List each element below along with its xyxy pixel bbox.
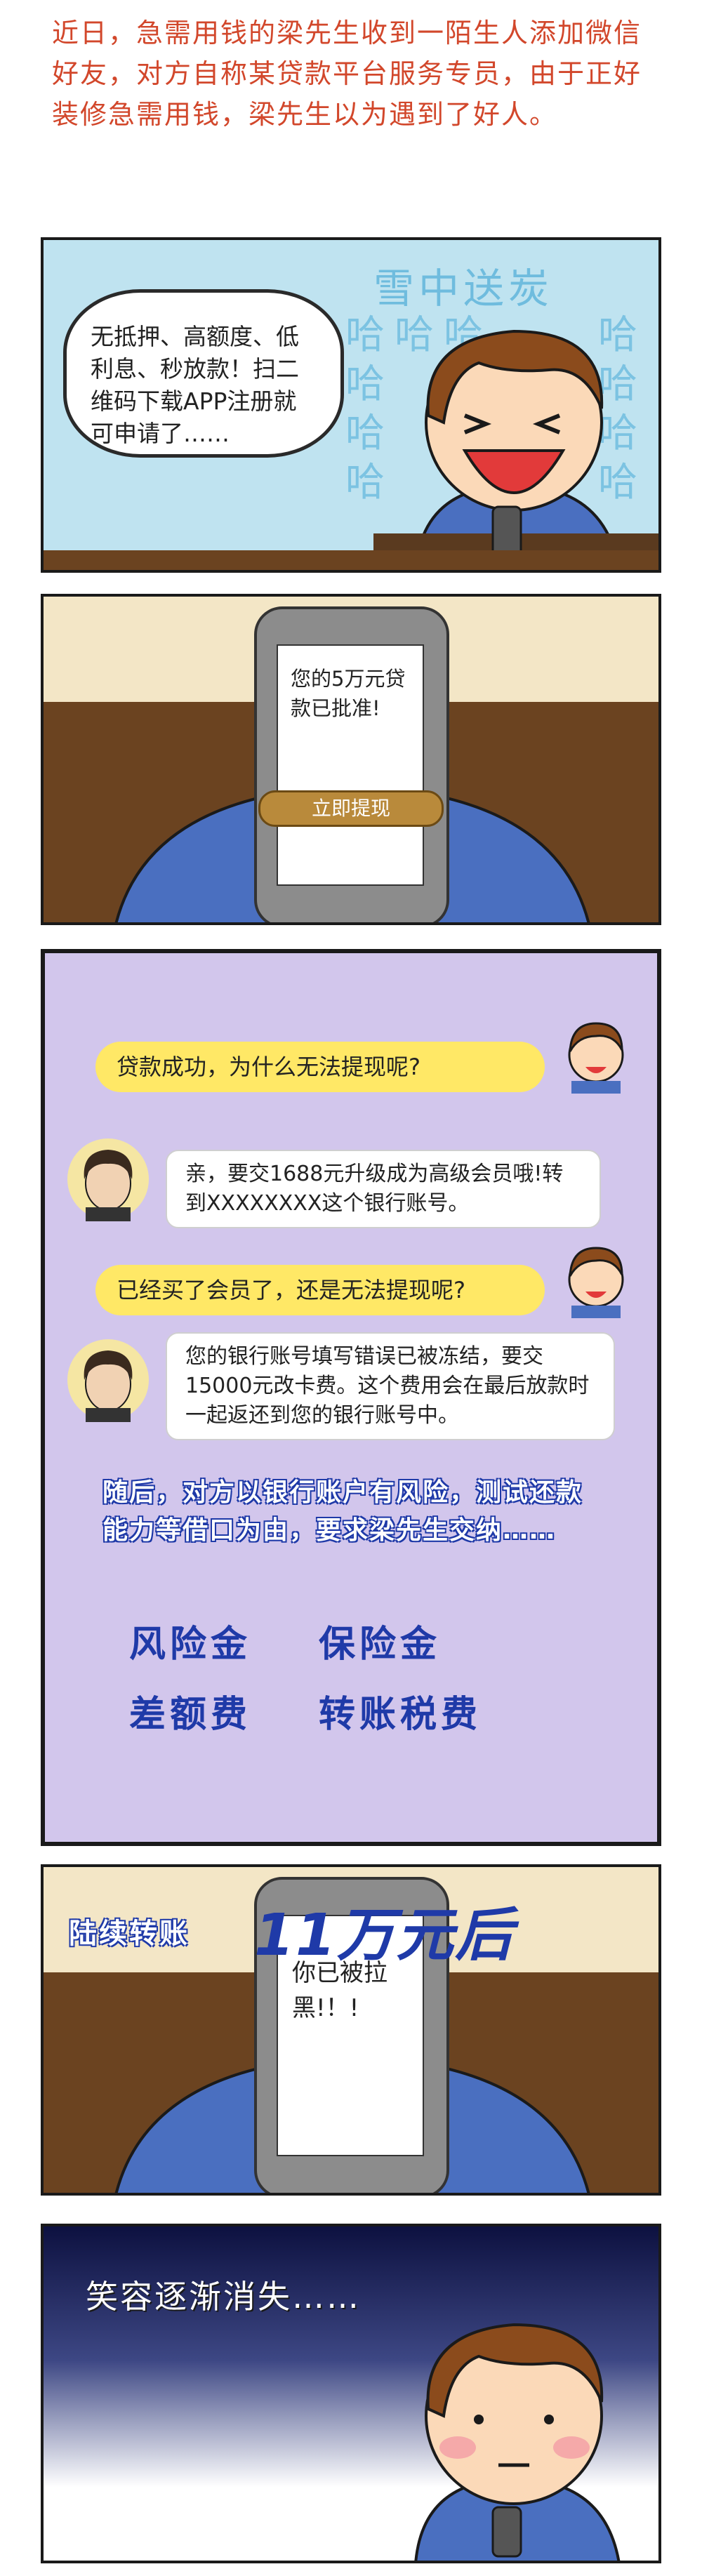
victim-message: 贷款成功，为什么无法提现呢? [95, 1042, 545, 1092]
laugh-char: 哈 [598, 411, 637, 456]
bg-title: 雪中送炭 [373, 265, 554, 312]
laugh-char: 哈 [598, 312, 637, 358]
table-edge [44, 550, 658, 570]
intro-text: 近日，急需用钱的梁先生收到一陌生人添加微信好友，对方自称某贷款平台服务专员，由于… [52, 18, 642, 130]
phone-screen: 您的5万元贷款已批准! [277, 644, 424, 886]
laugh-char: 哈 [598, 361, 637, 407]
laugh-pattern: 哈 哈 哈 哈 哈 哈 哈 哈 哈 哈 [345, 303, 654, 514]
sad-man-illustration [414, 2323, 621, 2561]
withdraw-button[interactable]: 立即提现 [258, 790, 444, 827]
approval-message: 您的5万元贷款已批准! [291, 667, 406, 720]
comic-panel-4: 你已被拉黑!！! 陆续转账 11万元后 [41, 1864, 661, 2196]
caption-small: 陆续转账 [69, 1918, 190, 1950]
phone-screen: 你已被拉黑!！! [277, 1915, 424, 2156]
phone: 你已被拉黑!！! [254, 1877, 449, 2193]
speech-text: 无抵押、高额度、低利息、秒放款！扫二维码下载APP注册就可申请了…… [91, 323, 299, 447]
fee-item: 差额费 [129, 1694, 252, 1736]
fee-item: 风险金 [129, 1624, 252, 1666]
laugh-char: 哈 [345, 460, 385, 505]
victim-avatar [568, 1022, 624, 1094]
laugh-char: 哈 [395, 312, 434, 358]
smiling-man-illustration [373, 329, 658, 570]
comic-panel-3: 贷款成功，为什么无法提现呢? 亲，要交1688元升级成为高级会员哦!转到XXXX… [41, 949, 661, 1846]
phone: 您的5万元贷款已批准! [254, 606, 449, 922]
scammer-message: 您的银行账号填写错误已被冻结，要交15000元改卡费。这个费用会在最后放款时一起… [166, 1332, 615, 1440]
fee-item: 转账税费 [319, 1694, 482, 1736]
comic-panel-1: 雪中送炭 哈 哈 哈 哈 哈 哈 哈 哈 哈 哈 无抵押、高额度、低利息、秒放款… [41, 237, 661, 573]
scammer-message: 亲，要交1688元升级成为高级会员哦!转到XXXXXXXX这个银行账号。 [166, 1150, 601, 1228]
victim-avatar [568, 1247, 624, 1318]
scammer-avatar [67, 1138, 149, 1221]
laugh-char: 哈 [345, 312, 385, 358]
caption-big: 11万元后 [254, 1902, 515, 1969]
speech-bubble: 无抵押、高额度、低利息、秒放款！扫二维码下载APP注册就可申请了…… [63, 289, 344, 458]
comic-panel-5: 笑容逐渐消失…… [41, 2224, 661, 2563]
laugh-char: 哈 [345, 361, 385, 407]
comic-panel-2: 您的5万元贷款已批准! 立即提现 [41, 594, 661, 925]
caption: 笑容逐渐消失…… [86, 2278, 361, 2316]
scammer-avatar [67, 1339, 149, 1422]
fee-item: 保险金 [319, 1624, 442, 1666]
laugh-char: 哈 [598, 460, 637, 505]
narration: 随后，对方以银行账户有风险，测试还款能力等借口为由，要求梁先生交纳…… [102, 1478, 583, 1545]
victim-message: 已经买了会员了，还是无法提现呢? [95, 1265, 545, 1315]
laugh-char: 哈 [345, 411, 385, 456]
blocked-message: 你已被拉黑!！! [292, 1959, 388, 2022]
